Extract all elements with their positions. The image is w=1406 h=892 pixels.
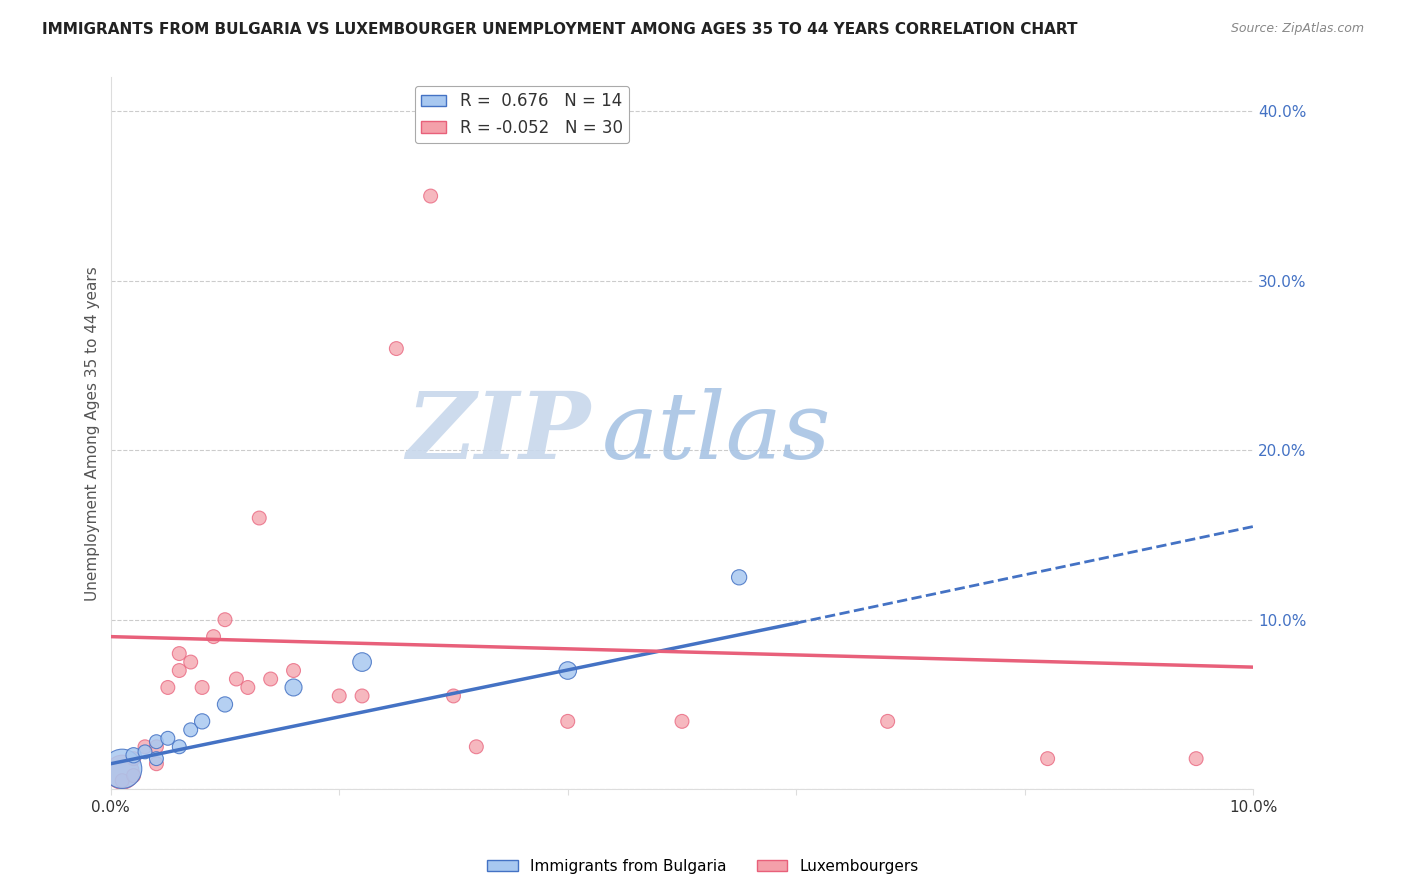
Point [214, 613, 236, 627]
Text: IMMIGRANTS FROM BULGARIA VS LUXEMBOURGER UNEMPLOYMENT AMONG AGES 35 TO 44 YEARS : IMMIGRANTS FROM BULGARIA VS LUXEMBOURGER… [42, 22, 1077, 37]
Point [247, 511, 270, 525]
Point [465, 739, 488, 754]
Y-axis label: Unemployment Among Ages 35 to 44 years: Unemployment Among Ages 35 to 44 years [86, 266, 100, 600]
Point [1185, 751, 1208, 765]
Point [283, 681, 305, 695]
Point [191, 714, 214, 729]
Point [728, 570, 751, 584]
Point [156, 731, 179, 746]
Point [169, 739, 191, 754]
Point [145, 739, 167, 754]
Point [145, 751, 167, 765]
Point [236, 681, 259, 695]
Point [225, 672, 247, 686]
Point [1036, 751, 1059, 765]
Point [419, 189, 441, 203]
Point [876, 714, 898, 729]
Legend: R =  0.676   N = 14, R = -0.052   N = 30: R = 0.676 N = 14, R = -0.052 N = 30 [415, 86, 630, 144]
Point [134, 739, 156, 754]
Point [145, 734, 167, 748]
Legend: Immigrants from Bulgaria, Luxembourgers: Immigrants from Bulgaria, Luxembourgers [481, 853, 925, 880]
Text: Source: ZipAtlas.com: Source: ZipAtlas.com [1230, 22, 1364, 36]
Point [671, 714, 693, 729]
Point [180, 655, 202, 669]
Point [385, 342, 408, 356]
Point [214, 698, 236, 712]
Text: ZIP: ZIP [406, 388, 591, 478]
Point [169, 664, 191, 678]
Point [328, 689, 350, 703]
Text: atlas: atlas [602, 388, 831, 478]
Point [443, 689, 465, 703]
Point [122, 748, 145, 763]
Point [111, 762, 134, 776]
Point [283, 664, 305, 678]
Point [202, 630, 225, 644]
Point [352, 655, 374, 669]
Point [156, 681, 179, 695]
Point [111, 773, 134, 788]
Point [145, 756, 167, 771]
Point [134, 745, 156, 759]
Point [191, 681, 214, 695]
Point [260, 672, 283, 686]
Point [169, 647, 191, 661]
Point [111, 765, 134, 780]
Point [180, 723, 202, 737]
Point [557, 664, 579, 678]
Point [352, 689, 374, 703]
Point [122, 751, 145, 765]
Point [122, 768, 145, 782]
Point [557, 714, 579, 729]
